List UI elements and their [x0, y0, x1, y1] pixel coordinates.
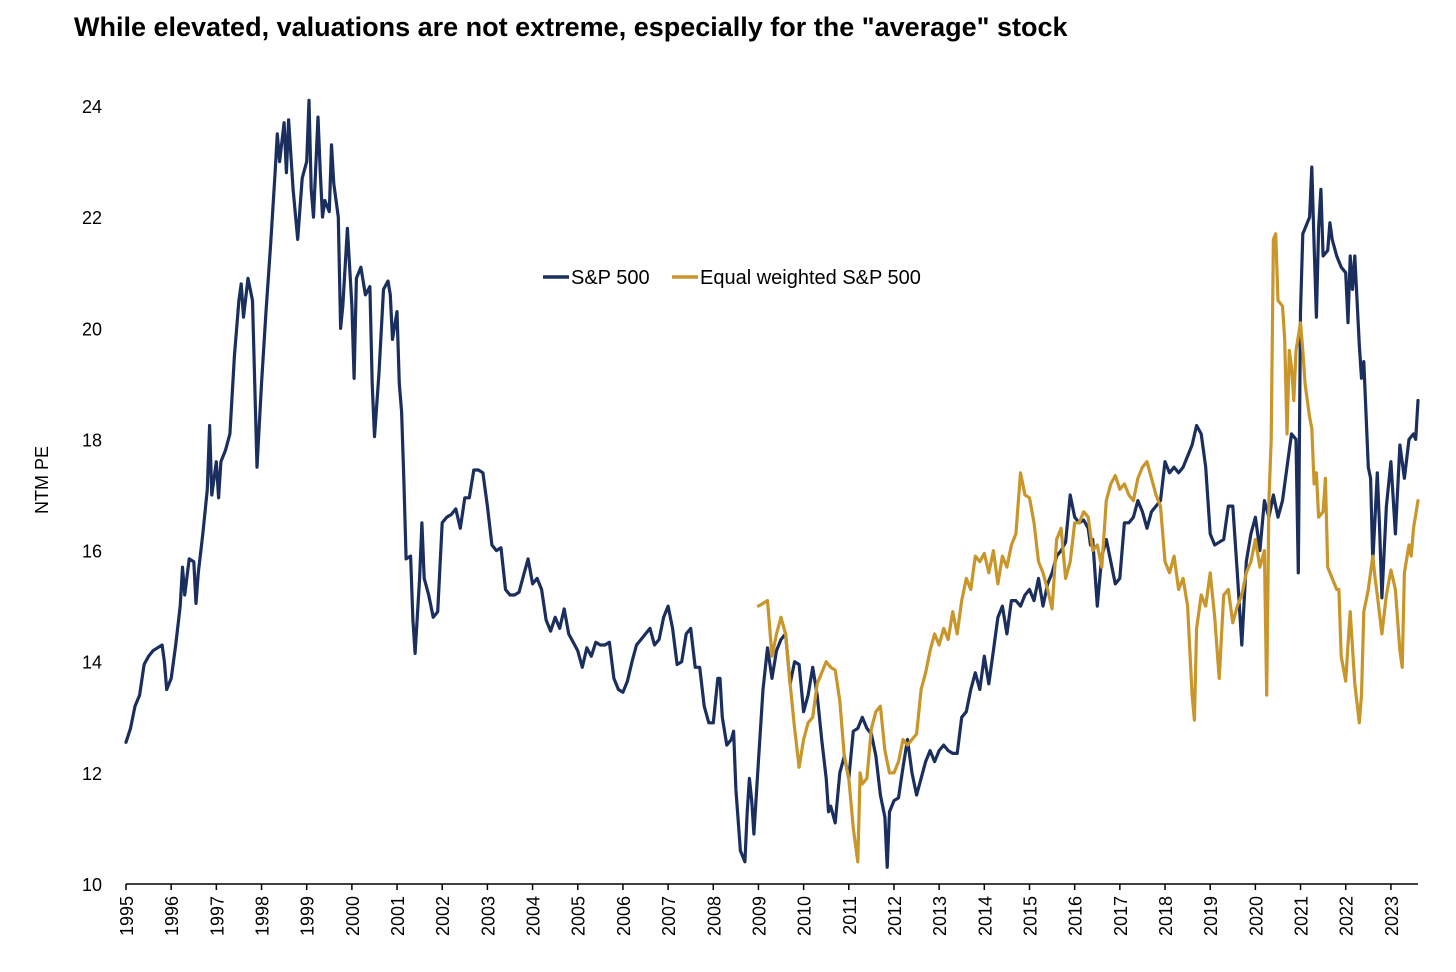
- legend: S&P 500 Equal weighted S&P 500: [543, 267, 921, 289]
- x-tick-label: 1997: [207, 896, 227, 936]
- x-tick-label: 2000: [343, 896, 363, 936]
- y-tick-label: 20: [82, 319, 102, 339]
- series-line-equal-weighted: [756, 232, 1420, 864]
- x-tick-label: 2022: [1337, 896, 1357, 936]
- y-tick-label: 18: [82, 430, 102, 450]
- x-tick-label: 2015: [1020, 896, 1040, 936]
- x-tick-label: 2020: [1246, 896, 1266, 936]
- x-tick-label: 2017: [1111, 896, 1131, 936]
- x-tick-label: 2002: [433, 896, 453, 936]
- x-tick-label: 2013: [930, 896, 950, 936]
- x-tick-label: 2012: [885, 896, 905, 936]
- x-tick-label: 1996: [162, 896, 182, 936]
- x-tick-label: 2006: [614, 896, 634, 936]
- y-axis-title: NTM PE: [32, 446, 52, 514]
- y-tick-label: 14: [82, 653, 102, 673]
- x-tick-label: 2021: [1292, 896, 1312, 936]
- x-tick-label: 2016: [1066, 896, 1086, 936]
- x-tick-label: 2001: [388, 896, 408, 936]
- x-tick-label: 2018: [1156, 896, 1176, 936]
- y-tick-label: 24: [82, 97, 102, 117]
- x-tick-label: 2019: [1201, 896, 1221, 936]
- x-tick-label: 2009: [749, 896, 769, 936]
- legend-label: Equal weighted S&P 500: [700, 267, 921, 289]
- x-tick-label: 2014: [975, 896, 995, 936]
- y-tick-label: 12: [82, 764, 102, 784]
- x-tick-label: 2011: [840, 896, 860, 935]
- x-axis: 1995 1996 1997 1998 1999 2000 2001 2002 2003 2004…: [117, 883, 1418, 936]
- x-tick-label: 2023: [1382, 896, 1402, 936]
- chart-title: While elevated, valuations are not extre…: [74, 12, 1068, 42]
- y-tick-label: 22: [82, 208, 102, 228]
- series-layer: [124, 98, 1420, 869]
- x-tick-label: 2004: [524, 896, 544, 936]
- x-tick-label: 1995: [117, 896, 137, 936]
- series-line-sp500: [124, 98, 1420, 869]
- x-tick-label: 2008: [704, 896, 724, 936]
- x-tick-label: 2005: [569, 896, 589, 936]
- y-axis: 10 12 14 16 18 20 22 24: [82, 97, 102, 895]
- legend-label: S&P 500: [571, 267, 650, 289]
- y-tick-label: 10: [82, 875, 102, 895]
- x-tick-label: 1999: [298, 896, 318, 936]
- x-tick-label: 2007: [659, 896, 679, 936]
- y-tick-label: 16: [82, 542, 102, 562]
- x-tick-label: 2003: [478, 896, 498, 936]
- x-tick-label: 2010: [795, 896, 815, 936]
- x-tick-label: 1998: [253, 896, 273, 936]
